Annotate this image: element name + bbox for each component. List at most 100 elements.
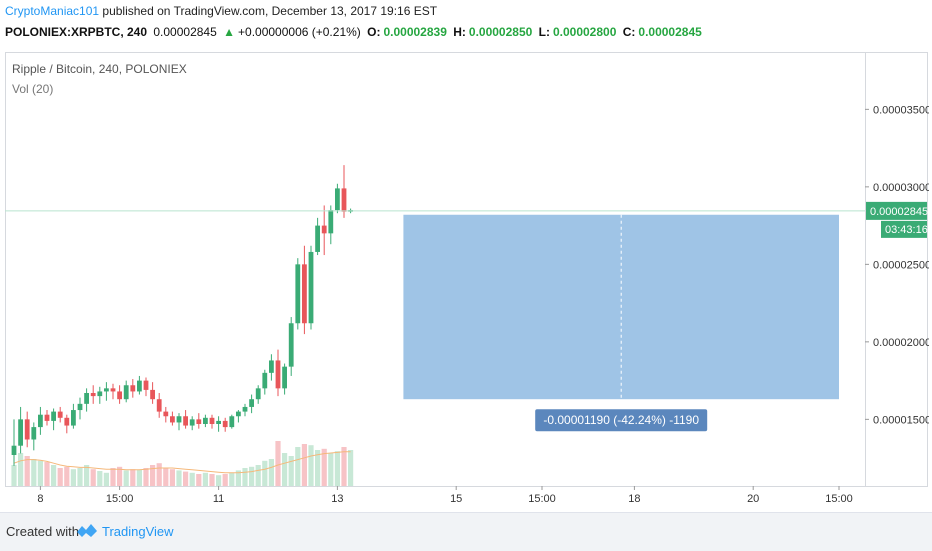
volume-legend: Vol (20) [12,82,54,96]
volume-bar [196,474,202,486]
x-tick-label: 15:00 [825,493,853,505]
last-price: 0.00002845 [153,25,217,39]
volume-bar [117,466,123,486]
close-value: 0.00002845 [638,25,702,39]
y-tick-label: 0.00001500 [873,414,929,426]
candle-body [321,225,327,234]
candle-body [275,360,281,389]
candle-body [110,388,116,392]
countdown-tag-bg [881,220,927,238]
candle-body [335,188,340,211]
low-value: 0.00002800 [552,25,617,39]
high-label: H: [453,25,466,39]
volume-bar [77,468,83,486]
candle-body [189,419,195,426]
candle-body [143,380,149,390]
y-tick-label: 0.00003000 [873,182,929,194]
x-tick-label: 15 [450,493,462,505]
volume-bar [57,468,63,486]
x-tick-label: 13 [331,493,343,505]
volume-bar [321,448,327,486]
volume-bar [235,470,241,486]
volume-bar [202,472,208,486]
x-tick-label: 18 [628,493,640,505]
volume-ma-line [13,451,351,474]
volume-bar [216,475,222,486]
close-label: C: [622,25,636,39]
volume-bar [308,445,314,486]
x-tick-label: 20 [747,493,759,505]
candle-body [24,419,30,440]
volume-bar [110,468,116,486]
volume-bar [37,460,43,486]
candle-body [302,264,307,324]
last-price-tag: 0.00002845 [870,206,928,218]
candle-body [196,419,202,424]
open-label: O: [367,25,381,39]
volume-bar [51,465,57,486]
candle-body [295,264,301,324]
volume-bar [348,450,354,486]
volume-bar [44,462,50,486]
x-tick-label: 11 [213,493,224,505]
candle-body [176,416,182,423]
volume-bar [176,470,182,486]
candle-body [242,406,248,412]
candle-body [11,445,17,455]
volume-bar [328,453,334,486]
candle-body [262,372,268,389]
volume-bar [189,472,195,486]
volume-bar [123,470,129,486]
candle-body [269,360,274,373]
candle-body [71,410,76,426]
candle-body [38,414,43,428]
candle-body [90,393,96,397]
volume-bar [150,465,156,486]
volume-bar [282,453,288,486]
candle-body [64,417,70,426]
candle-body [282,366,287,389]
volume-bar [103,472,109,486]
last-price-tag-bg [866,201,927,220]
volume-bar [249,466,255,486]
volume-bar [288,456,294,486]
candle-body [170,416,175,423]
high-value: 0.00002850 [468,25,533,39]
y-tick-label: 0.00002500 [873,259,929,271]
volume-bar [24,456,30,486]
countdown-tag: 03:43:16 [885,224,928,236]
volume-bar [222,474,228,486]
x-tick-label: 15:00 [528,493,556,505]
candle-body [31,427,37,440]
candle-body [341,188,347,212]
tradingview-brand-link[interactable]: TradingView [102,524,174,539]
author-link[interactable]: CryptoManiac101 [5,4,100,18]
open-value: 0.00002839 [383,25,447,39]
candle-body [183,416,188,426]
price-chart[interactable]: 0.00003500 0.00003000 0.00002500 0.00002000… [5,52,929,510]
volume-bar [143,468,149,486]
candle-body [216,420,221,424]
symbol-label: POLONIEX:XRPBTC, 240 [5,25,148,39]
candle-body [288,323,294,367]
candle-body [57,411,63,418]
candle-body [249,399,254,407]
footer-bar: Created with TradingView [0,512,932,551]
price-change: +0.00000006 (+0.21%) [238,25,361,39]
candle-body [84,393,89,404]
candle-body [229,416,235,428]
publish-info: CryptoManiac101 published on TradingView… [5,4,437,18]
volume-bar [341,447,347,486]
series-legend-title: Ripple / Bitcoin, 240, POLONIEX [12,62,187,76]
candle-body [77,403,83,411]
volume-bar [229,472,235,486]
candle-body [328,210,334,234]
candle-body [156,399,162,412]
candle-body [222,420,228,428]
candle-body [308,251,314,324]
volume-bar [268,459,274,486]
candle-body [150,389,155,400]
volume-bar [301,444,307,486]
volume-bar [334,451,340,486]
candle-body [104,388,109,392]
